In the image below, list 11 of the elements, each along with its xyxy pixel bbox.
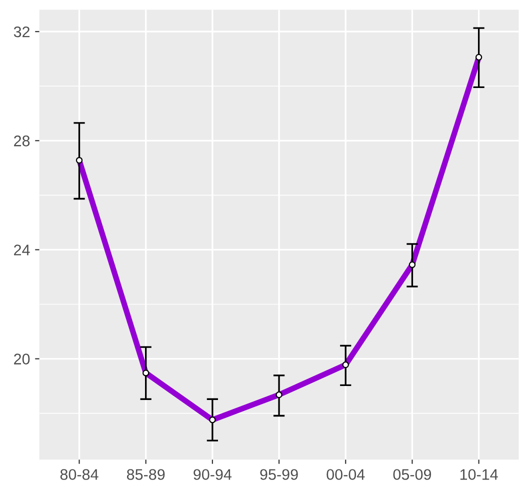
y-tick-label: 20 [14, 354, 30, 364]
y-tick-label: 28 [14, 136, 30, 146]
x-tick-label: 80-84 [60, 469, 98, 480]
x-tick-label: 10-14 [460, 469, 498, 480]
x-tick-label: 90-94 [194, 469, 232, 480]
y-tick-label: 32 [14, 26, 30, 38]
y-tick-label: 24 [14, 244, 30, 256]
x-tick-label: 85-89 [126, 469, 165, 480]
x-tick-label: 00-04 [326, 469, 365, 480]
x-tick-label: 95-99 [260, 469, 298, 480]
x-tick-label: 05-09 [393, 469, 432, 480]
